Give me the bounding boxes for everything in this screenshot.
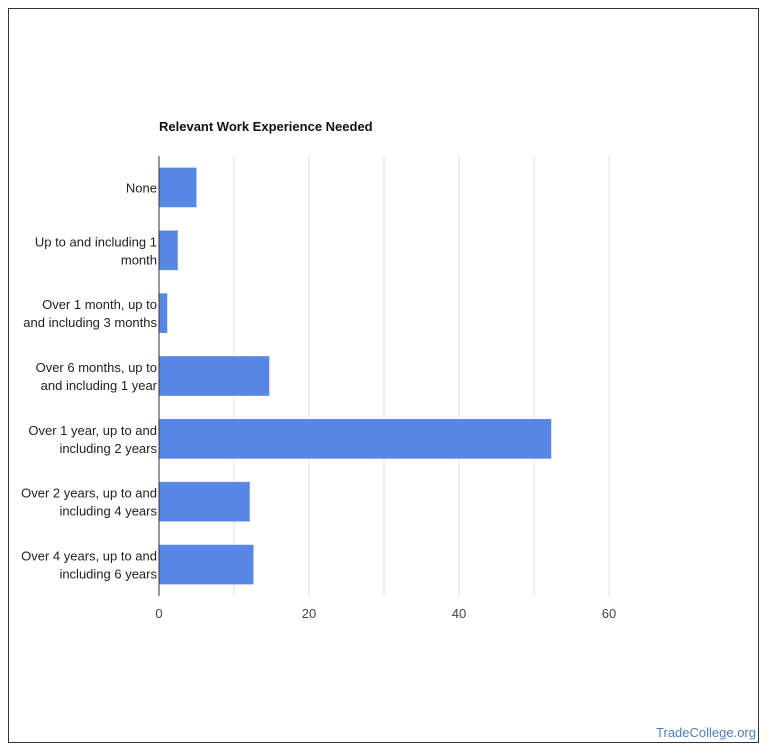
bar-3[interactable] bbox=[159, 356, 270, 396]
bar-6[interactable] bbox=[159, 544, 254, 585]
category-label-1: Up to and including 1 month bbox=[35, 234, 157, 267]
bar-4[interactable] bbox=[159, 419, 552, 459]
category-label-4: Over 1 year, up to and including 2 years bbox=[28, 423, 157, 456]
x-tick-20: 20 bbox=[302, 606, 316, 621]
x-tick-40: 40 bbox=[452, 606, 466, 621]
x-tick-0: 0 bbox=[155, 606, 162, 621]
category-label-0: None bbox=[126, 180, 157, 195]
x-tick-60: 60 bbox=[602, 606, 616, 621]
category-label-5: Over 2 years, up to and including 4 years bbox=[21, 486, 157, 519]
category-label-2: Over 1 month, up to and including 3 month… bbox=[23, 297, 157, 330]
bar-1[interactable] bbox=[159, 230, 178, 271]
gridlines bbox=[233, 156, 610, 596]
x-tick-labels: 0 20 40 60 bbox=[155, 606, 616, 621]
bar-5[interactable] bbox=[159, 481, 250, 522]
watermark-link[interactable]: TradeCollege.org bbox=[656, 725, 756, 740]
bar-0[interactable] bbox=[159, 167, 197, 208]
category-labels: None Up to and including 1 month Over 1 mon… bbox=[21, 180, 158, 581]
bar-2[interactable] bbox=[159, 293, 168, 333]
chart-title: Relevant Work Experience Needed bbox=[159, 119, 373, 134]
category-label-3: Over 6 months, up to and including 1 year bbox=[36, 360, 158, 393]
bars bbox=[159, 167, 552, 585]
category-label-6: Over 4 years, up to and including 6 years bbox=[21, 549, 157, 582]
